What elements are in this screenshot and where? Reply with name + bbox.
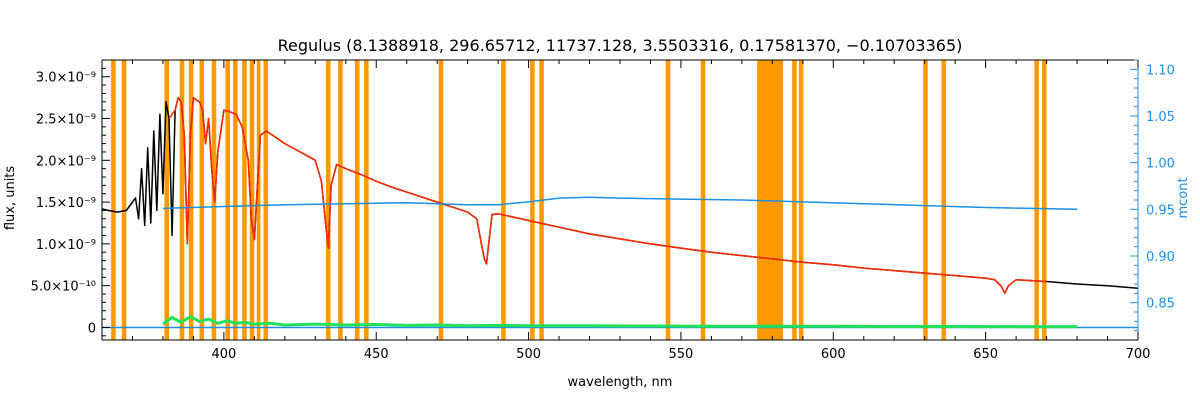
masked-region [923, 60, 928, 340]
y-tick-label: 2.5×10⁻⁹ [36, 113, 96, 128]
masked-region [188, 60, 194, 340]
y-tick-label: 3.0×10⁻⁹ [36, 71, 96, 86]
y-tick-label: 0 [88, 321, 96, 336]
y-tick-label: 1.0×10⁻⁹ [36, 238, 96, 253]
x-tick-label: 500 [516, 347, 541, 362]
x-tick-label: 650 [973, 347, 998, 362]
masked-region [501, 60, 506, 340]
masked-region [665, 60, 671, 340]
masked-region [798, 60, 804, 340]
series-line-2 [168, 96, 1047, 294]
y2-tick-label: 0.90 [1146, 250, 1175, 265]
y2-tick-label: 1.00 [1146, 157, 1175, 172]
masked-region [354, 60, 360, 340]
masked-region [941, 60, 947, 340]
masked-region [199, 60, 205, 340]
x-tick-label: 400 [211, 347, 236, 362]
masked-region [1034, 60, 1039, 340]
y2-tick-label: 0.95 [1146, 203, 1175, 218]
masked-region [164, 60, 170, 340]
series-line-3 [162, 196, 1078, 211]
y2-tick-label: 1.10 [1146, 63, 1175, 78]
y-axis-label: flux, units [3, 166, 18, 231]
masked-region [792, 60, 797, 340]
masked-region [256, 60, 261, 340]
masked-region [325, 60, 331, 340]
y2-tick-label: 0.85 [1146, 297, 1175, 312]
x-tick-label: 600 [821, 347, 846, 362]
masked-region [249, 60, 255, 340]
x-tick-label: 700 [1126, 347, 1151, 362]
masked-region [438, 60, 444, 340]
masked-region [338, 60, 343, 340]
series-line-5 [162, 315, 1078, 329]
masked-region [1042, 60, 1047, 340]
y-tick-label: 2.0×10⁻⁹ [36, 154, 96, 169]
axis-ticks: 400 450 500 550 600 650 700 0 5.0×10⁻¹⁰ 1.0×10⁻⁹ 1… [31, 59, 1175, 362]
y2-axis-label: mcont [1176, 177, 1191, 218]
y2-tick-label: 1.05 [1146, 110, 1175, 125]
masked-region [530, 60, 535, 340]
chart-title: Regulus (8.1388918, 296.65712, 11737.128… [278, 36, 963, 55]
masked-region [364, 60, 369, 340]
masked-region [263, 60, 269, 340]
masked-region [242, 60, 247, 340]
y-tick-label: 5.0×10⁻¹⁰ [31, 280, 96, 295]
series-lines [101, 96, 1139, 329]
masked-region [111, 60, 116, 340]
masked-region [121, 60, 127, 340]
masked-region [233, 60, 238, 340]
x-tick-label: 550 [669, 347, 694, 362]
x-tick-label: 450 [364, 347, 389, 362]
masked-region [225, 60, 230, 340]
y-tick-label: 1.5×10⁻⁹ [36, 196, 96, 211]
masked-region [179, 60, 185, 340]
x-axis-label: wavelength, nm [568, 375, 673, 390]
